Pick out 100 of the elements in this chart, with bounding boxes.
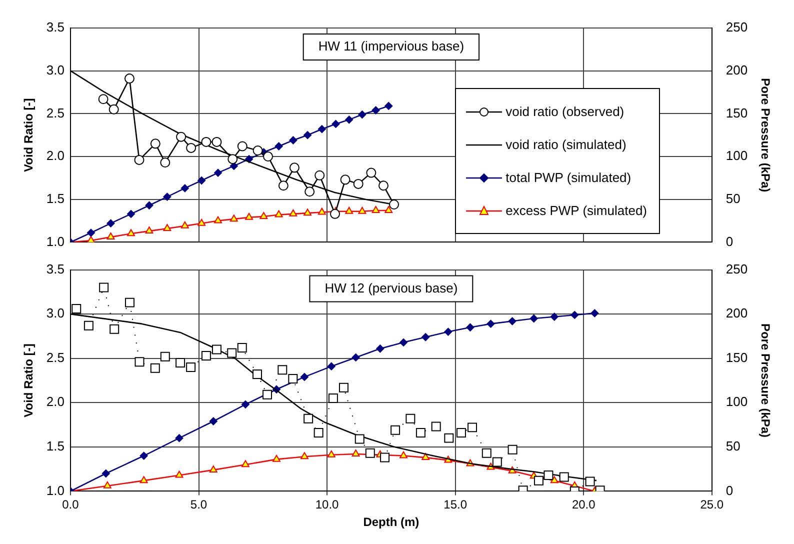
y2-tick-label: 200 bbox=[726, 62, 748, 78]
point bbox=[263, 152, 274, 162]
point bbox=[384, 102, 393, 110]
x-axis-title: Depth (m) bbox=[363, 515, 420, 530]
y-tick-label: 1.5 bbox=[46, 190, 64, 206]
x-tick-label: 25.0 bbox=[700, 498, 724, 512]
point bbox=[380, 452, 390, 462]
point bbox=[327, 362, 336, 370]
text: HW 12 (pervious base) bbox=[324, 280, 458, 296]
y2-tick-label: 0 bbox=[726, 234, 734, 249]
point bbox=[245, 212, 254, 220]
point bbox=[198, 218, 206, 226]
point bbox=[376, 344, 384, 353]
point bbox=[180, 184, 189, 192]
point bbox=[468, 422, 478, 432]
point bbox=[209, 417, 218, 426]
point bbox=[456, 428, 466, 438]
point bbox=[176, 132, 186, 142]
point bbox=[262, 390, 272, 400]
y-tick-label: 3.5 bbox=[46, 20, 64, 35]
point bbox=[212, 136, 222, 147]
point bbox=[160, 352, 170, 362]
point bbox=[140, 452, 148, 460]
y2-tick-label: 250 bbox=[726, 261, 748, 276]
point bbox=[186, 362, 196, 372]
point bbox=[534, 476, 544, 486]
point bbox=[406, 414, 416, 424]
point bbox=[353, 178, 364, 189]
point bbox=[175, 434, 184, 442]
point bbox=[212, 344, 222, 354]
y-axis-title: Void Ratio [-] bbox=[22, 344, 36, 418]
point bbox=[358, 206, 366, 214]
point bbox=[508, 444, 518, 454]
y-tick-label: 1.0 bbox=[46, 234, 64, 249]
point bbox=[345, 116, 354, 124]
point bbox=[87, 228, 95, 237]
point bbox=[400, 338, 408, 346]
point bbox=[127, 229, 135, 236]
point bbox=[314, 170, 325, 180]
point bbox=[150, 363, 160, 373]
point bbox=[345, 206, 354, 214]
y-tick-label: 3.5 bbox=[46, 261, 64, 276]
point bbox=[492, 457, 502, 467]
point bbox=[278, 180, 288, 191]
point bbox=[180, 221, 189, 228]
y-tick-label: 3.0 bbox=[46, 62, 64, 78]
point bbox=[544, 470, 554, 480]
point bbox=[110, 324, 120, 334]
point bbox=[241, 460, 250, 468]
point bbox=[352, 450, 360, 457]
point bbox=[550, 312, 558, 321]
point bbox=[201, 136, 212, 147]
y2-axis-title: Pore Pressure (kPa) bbox=[758, 78, 772, 192]
point bbox=[198, 176, 206, 185]
point bbox=[176, 358, 186, 368]
point bbox=[230, 214, 238, 222]
point bbox=[332, 120, 340, 128]
point bbox=[260, 212, 268, 219]
point bbox=[252, 370, 262, 380]
y-tick-label: 2.5 bbox=[46, 350, 64, 365]
point bbox=[150, 138, 160, 149]
point bbox=[585, 476, 595, 486]
legend-label: excess PWP (simulated) bbox=[506, 203, 647, 218]
legend-label: void ratio (simulated) bbox=[506, 137, 626, 152]
point bbox=[338, 382, 348, 392]
y2-tick-label: 50 bbox=[726, 438, 740, 454]
point bbox=[272, 454, 280, 462]
y-tick-label: 2.0 bbox=[46, 148, 64, 164]
point bbox=[228, 154, 238, 164]
point bbox=[550, 476, 558, 484]
point bbox=[559, 472, 569, 482]
point bbox=[214, 168, 222, 177]
point bbox=[327, 450, 336, 458]
point bbox=[340, 174, 350, 185]
y2-tick-label: 150 bbox=[726, 105, 748, 120]
point bbox=[145, 201, 154, 210]
point bbox=[134, 357, 144, 367]
point bbox=[384, 206, 393, 213]
point bbox=[84, 320, 94, 330]
point bbox=[444, 433, 454, 443]
point bbox=[214, 216, 222, 224]
legend-label: void ratio (observed) bbox=[506, 104, 624, 119]
point bbox=[108, 104, 119, 114]
point bbox=[98, 94, 108, 104]
point bbox=[125, 298, 134, 308]
point bbox=[289, 136, 298, 144]
x-tick-label: 15.0 bbox=[444, 498, 468, 512]
y2-axis-title: Pore Pressure (kPa) bbox=[758, 323, 772, 438]
point bbox=[241, 400, 250, 408]
y2-tick-label: 150 bbox=[726, 350, 748, 365]
point bbox=[274, 210, 283, 218]
x-tick-label: 20.0 bbox=[572, 498, 596, 512]
point bbox=[304, 414, 314, 424]
point bbox=[389, 200, 400, 210]
point bbox=[365, 448, 375, 458]
point bbox=[163, 192, 172, 201]
point bbox=[237, 141, 248, 152]
point bbox=[304, 186, 315, 197]
legend-label: total PWP (simulated) bbox=[506, 170, 632, 185]
point bbox=[300, 452, 308, 460]
